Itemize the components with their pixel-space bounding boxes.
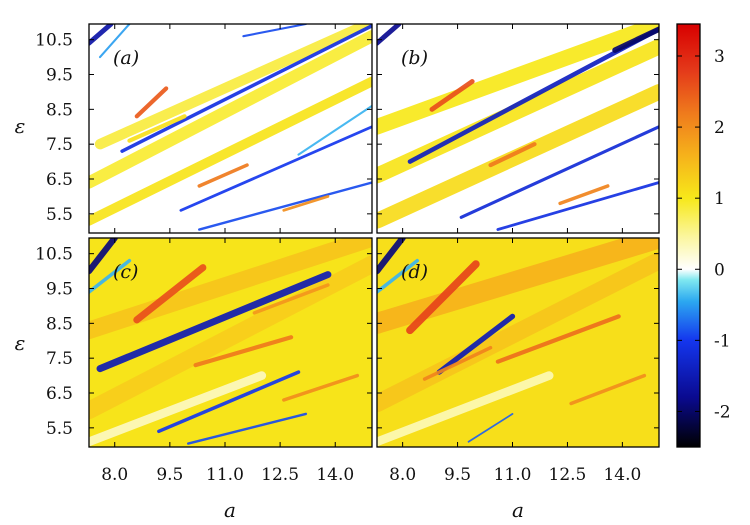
panel-frame: [88, 23, 373, 234]
heatmap-band: [198, 181, 372, 231]
x-tick-label: 11.0: [494, 465, 532, 485]
y-tick-label: 6.5: [46, 384, 73, 404]
panel-frame: [376, 23, 660, 234]
panel-label: (d): [401, 261, 428, 283]
colorbar-gradient: [677, 24, 700, 447]
heatmap-band: [98, 24, 131, 59]
y-tick-label: 5.5: [46, 419, 73, 439]
heatmap-band: [89, 371, 267, 447]
y-tick-label: 10.5: [35, 245, 73, 265]
heatmap-band: [569, 373, 647, 406]
x-tick-label: 9.5: [156, 465, 183, 485]
colorbar-frame: [676, 23, 701, 448]
x-tick-label: 14.0: [603, 465, 641, 485]
heatmap-band: [89, 258, 132, 294]
heatmap-band: [157, 370, 301, 434]
heatmap-band: [242, 24, 307, 38]
heatmap-band: [282, 373, 360, 402]
heatmap-band: [94, 24, 372, 150]
heatmap-band: [495, 314, 621, 364]
heatmap-band: [377, 24, 659, 135]
y-tick-label: 5.5: [46, 205, 73, 225]
x-axis-label-left: a: [224, 498, 236, 522]
x-axis-label-right: a: [512, 498, 524, 522]
heatmap-band: [377, 371, 554, 447]
panel-label: (c): [113, 261, 138, 283]
heatmap-band: [377, 258, 420, 294]
panel-frame: [88, 237, 373, 448]
heatmap-band: [436, 313, 516, 375]
x-tick-label: 14.0: [316, 465, 354, 485]
heatmap-band: [197, 163, 249, 188]
heatmap-panel: [89, 24, 372, 233]
axes-layer: (a) 5.5 6.5 7.5 8.5 9.5 10.5 (b) (c) 8.0 9.5 11.0 12…: [35, 23, 660, 485]
y-tick-label: 9.5: [46, 280, 73, 300]
x-tick-label: 12.5: [261, 465, 299, 485]
y-tick-label: 8.5: [46, 100, 73, 120]
y-tick-label: 7.5: [46, 349, 73, 369]
panel-frame: [376, 237, 660, 448]
colorbar-tick-label: 0: [714, 260, 725, 280]
heatmap-band: [377, 238, 406, 275]
heatmap-band: [96, 271, 332, 373]
y-tick-label: 8.5: [46, 314, 73, 334]
heatmap-band: [89, 238, 372, 340]
x-tick-label: 11.0: [206, 465, 244, 485]
panel-label: (b): [401, 47, 428, 69]
x-tick-label: 12.5: [549, 465, 587, 485]
y-tick-label: 9.5: [46, 66, 73, 86]
heatmap-band: [179, 125, 372, 212]
heatmap-band: [459, 125, 659, 219]
y-axis-label-bottom: ε: [15, 331, 26, 355]
heatmap-panel: [89, 238, 372, 447]
colorbar-tick-label: -2: [714, 402, 731, 422]
y-tick-label: 10.5: [35, 31, 73, 51]
heatmap-band: [467, 413, 514, 443]
x-tick-label: 9.5: [444, 465, 471, 485]
heatmap-band: [488, 142, 537, 168]
heatmap-band: [89, 30, 372, 189]
heatmap-band: [406, 260, 480, 335]
heatmap-band: [558, 184, 610, 206]
heatmap-band: [89, 238, 118, 275]
heatmap-panel: [377, 24, 659, 233]
heatmap-band: [127, 114, 187, 143]
heatmap-band: [252, 283, 330, 315]
heatmap-band: [134, 86, 169, 119]
y-tick-label: 7.5: [46, 135, 73, 155]
panels-layer: [89, 24, 659, 447]
panel-label: (a): [113, 47, 139, 69]
colorbar-tick-label: 3: [714, 47, 725, 67]
heatmap-band: [297, 104, 372, 156]
heatmap-band: [187, 412, 308, 445]
colorbar-tick-label: 2: [714, 118, 725, 138]
y-axis-label-top: ε: [15, 114, 26, 138]
heatmap-band: [89, 255, 372, 420]
heatmap-band: [429, 79, 475, 112]
heatmap-band: [377, 238, 659, 334]
x-tick-label: 8.0: [101, 465, 128, 485]
heatmap-band: [612, 26, 659, 53]
heatmap-band: [120, 24, 372, 153]
heatmap-band: [377, 84, 659, 229]
colorbar-tick-label: 1: [714, 189, 725, 209]
heatmap-band: [282, 195, 330, 212]
heatmap-band: [89, 76, 372, 226]
heatmap-panel: [377, 238, 659, 447]
x-tick-label: 8.0: [389, 465, 416, 485]
y-tick-label: 6.5: [46, 170, 73, 190]
colorbar: -2 -1 0 1 2 3: [676, 23, 731, 448]
heatmap-band: [496, 181, 659, 231]
heatmap-band: [193, 335, 294, 368]
heatmap-band: [133, 264, 207, 324]
heatmap-band: [422, 345, 493, 381]
colorbar-tick-label: -1: [714, 331, 731, 351]
